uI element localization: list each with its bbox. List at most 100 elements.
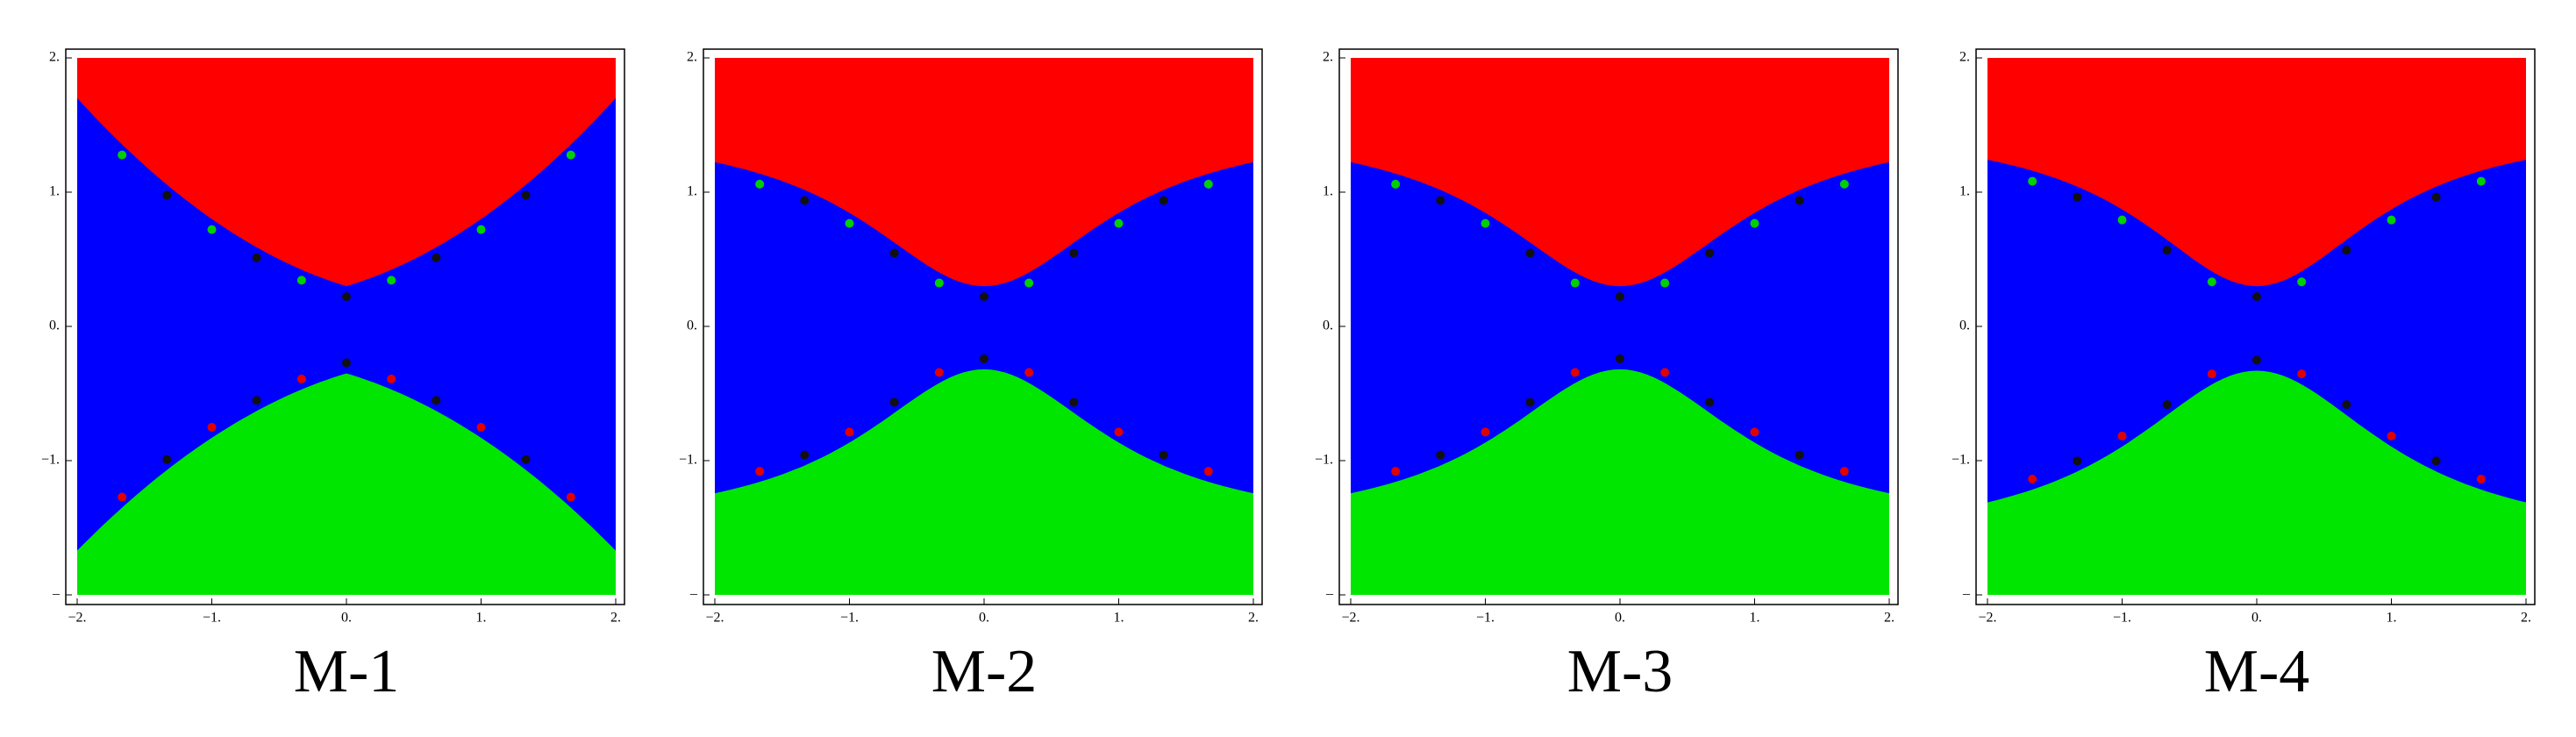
speckle [342, 358, 351, 368]
speckle [980, 354, 988, 363]
speckle [1159, 450, 1168, 460]
x-tick-label: −1. [840, 611, 859, 626]
speckle [889, 397, 899, 407]
speckle [934, 278, 944, 288]
speckle [387, 374, 396, 383]
speckle [1570, 368, 1580, 377]
red-region [1987, 58, 2526, 287]
red-region [1351, 58, 1889, 287]
panel-title: M-2 [931, 638, 1038, 705]
speckle [1795, 196, 1804, 205]
y-tick-label: 2. [1323, 50, 1333, 65]
speckle [432, 396, 441, 405]
y-tick-label: 0. [49, 318, 60, 333]
x-tick-label: 2. [1248, 611, 1259, 626]
x-tick-label: −1. [2113, 611, 2131, 626]
x-tick-label: −2. [705, 611, 724, 626]
speckle [2476, 176, 2486, 186]
speckle [2342, 246, 2351, 255]
green-region [1351, 369, 1889, 595]
speckle [1069, 397, 1079, 407]
speckle [1391, 179, 1401, 189]
speckle [1750, 218, 1759, 228]
panel-title: M-4 [2204, 638, 2310, 705]
speckle [2297, 277, 2307, 287]
red-region [715, 58, 1253, 287]
speckle [1203, 179, 1213, 189]
speckle [1481, 427, 1490, 437]
x-tick-label: 1. [2387, 611, 2397, 626]
speckle [566, 492, 575, 502]
speckle [755, 467, 765, 476]
y-tick-label: 1. [1959, 184, 1970, 199]
speckle [800, 196, 810, 205]
speckle [566, 150, 575, 160]
speckle [2297, 369, 2307, 379]
speckle [2252, 292, 2261, 302]
y-tick-label: 2. [687, 50, 697, 65]
speckle [2476, 474, 2486, 483]
speckle [2387, 431, 2396, 440]
y-tick-label: 1. [49, 184, 60, 199]
x-tick-label: 1. [1114, 611, 1124, 626]
speckle [755, 179, 765, 189]
speckle [1525, 397, 1535, 407]
x-tick-label: 2. [610, 611, 621, 626]
x-tick-label: 2. [2521, 611, 2531, 626]
y-tick-label: – [1325, 587, 1334, 602]
speckle [2387, 215, 2396, 225]
speckle [2162, 400, 2172, 410]
y-tick-label: 2. [1959, 50, 1970, 65]
green-region [1987, 370, 2526, 595]
speckle [2342, 400, 2351, 410]
speckle [1705, 397, 1715, 407]
speckle [1660, 278, 1670, 288]
speckle [1750, 427, 1759, 437]
x-tick-label: 0. [1615, 611, 1625, 626]
speckle [296, 275, 306, 285]
x-tick-label: 1. [476, 611, 487, 626]
speckle [2117, 215, 2127, 225]
speckle [207, 225, 217, 234]
speckle [1795, 450, 1804, 460]
green-region [715, 369, 1253, 595]
speckle [1114, 218, 1124, 228]
speckle [476, 225, 486, 234]
speckle [2162, 246, 2172, 255]
speckle [162, 454, 172, 464]
x-tick-label: −2. [1978, 611, 1996, 626]
speckle [2028, 176, 2037, 186]
speckle [2207, 277, 2216, 287]
speckle [521, 190, 531, 200]
x-tick-label: 1. [1750, 611, 1760, 626]
y-tick-label: 2. [49, 50, 60, 65]
speckle [980, 292, 988, 302]
speckle [1436, 196, 1445, 205]
speckle [2117, 431, 2127, 440]
x-tick-label: 0. [341, 611, 352, 626]
speckle [845, 218, 854, 228]
speckle [342, 292, 351, 302]
speckle [2073, 192, 2082, 202]
speckle [1114, 427, 1124, 437]
speckle [800, 450, 810, 460]
x-tick-label: 0. [2251, 611, 2262, 626]
speckle [252, 396, 261, 405]
speckle [1391, 467, 1401, 476]
panel-title: M-3 [1567, 638, 1673, 705]
y-tick-label: −1. [679, 453, 697, 468]
speckle [1436, 450, 1445, 460]
x-tick-label: −2. [68, 611, 86, 626]
speckle [934, 368, 944, 377]
speckle [1525, 248, 1535, 258]
y-tick-label: −1. [41, 453, 60, 468]
speckle [2073, 456, 2082, 466]
x-tick-label: 0. [979, 611, 989, 626]
speckle [2431, 192, 2441, 202]
red-region [77, 58, 616, 287]
y-tick-label: – [689, 587, 698, 602]
speckle [432, 253, 441, 262]
y-tick-label: 1. [687, 184, 697, 199]
y-tick-label: 1. [1323, 184, 1333, 199]
